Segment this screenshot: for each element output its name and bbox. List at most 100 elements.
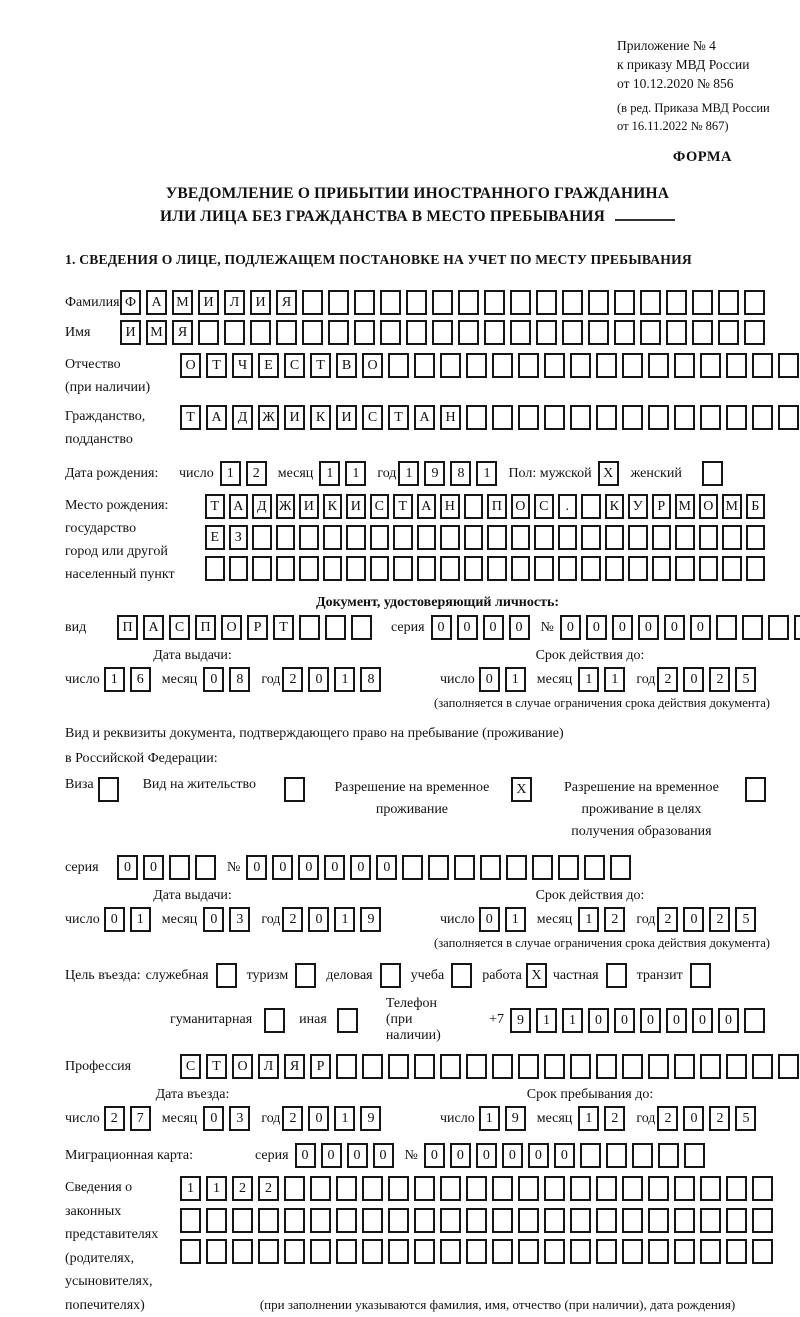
- purpose-business-checkbox[interactable]: [379, 963, 401, 988]
- char-cell[interactable]: [544, 353, 565, 378]
- char-cell[interactable]: [428, 855, 450, 880]
- char-cell[interactable]: С: [362, 405, 383, 430]
- char-cell[interactable]: [657, 1143, 679, 1168]
- char-cell[interactable]: [206, 1239, 227, 1264]
- char-cell[interactable]: [752, 405, 773, 430]
- char-cell[interactable]: [393, 525, 413, 550]
- char-cell[interactable]: [726, 1207, 747, 1233]
- char-cell[interactable]: 1: [478, 1106, 500, 1131]
- char-cell[interactable]: [414, 353, 435, 378]
- temp-permit-edu-checkbox[interactable]: [744, 777, 766, 802]
- char-cell[interactable]: 0: [103, 907, 125, 932]
- char-cell[interactable]: [648, 1239, 669, 1264]
- char-cell[interactable]: [362, 1176, 383, 1201]
- char-cell[interactable]: 2: [709, 667, 731, 692]
- char-cell[interactable]: М: [675, 494, 695, 519]
- char-cell[interactable]: [416, 556, 436, 581]
- char-cell[interactable]: [346, 525, 366, 550]
- char-cell[interactable]: 0: [559, 615, 581, 640]
- char-cell[interactable]: [596, 1239, 617, 1264]
- char-cell[interactable]: Ф: [120, 290, 141, 315]
- char-cell[interactable]: [518, 405, 539, 430]
- char-cell[interactable]: [276, 320, 297, 345]
- char-cell[interactable]: [744, 290, 765, 315]
- char-cell[interactable]: 8: [229, 667, 251, 692]
- char-cell[interactable]: [299, 615, 320, 640]
- char-cell[interactable]: [674, 1207, 695, 1233]
- char-cell[interactable]: Т: [205, 494, 225, 519]
- char-cell[interactable]: У: [628, 494, 648, 519]
- char-cell[interactable]: [581, 494, 601, 519]
- char-cell[interactable]: [778, 353, 799, 378]
- char-cell[interactable]: Р: [310, 1054, 331, 1079]
- char-cell[interactable]: [458, 320, 479, 345]
- char-cell[interactable]: [458, 290, 479, 315]
- char-cell[interactable]: 0: [692, 1007, 713, 1033]
- char-cell[interactable]: [195, 855, 216, 880]
- char-cell[interactable]: 2: [657, 667, 679, 692]
- char-cell[interactable]: [596, 353, 617, 378]
- char-cell[interactable]: [440, 353, 461, 378]
- char-cell[interactable]: 0: [430, 615, 452, 640]
- char-cell[interactable]: О: [232, 1054, 253, 1079]
- char-cell[interactable]: [752, 1239, 773, 1264]
- char-cell[interactable]: 0: [482, 615, 504, 640]
- char-cell[interactable]: 0: [203, 667, 225, 692]
- char-cell[interactable]: 1: [604, 667, 626, 692]
- char-cell[interactable]: [388, 353, 409, 378]
- char-cell[interactable]: 0: [117, 855, 138, 880]
- char-cell[interactable]: [416, 525, 436, 550]
- char-cell[interactable]: [605, 1143, 627, 1168]
- char-cell[interactable]: 0: [683, 907, 705, 932]
- char-cell[interactable]: 6: [129, 667, 151, 692]
- char-cell[interactable]: [232, 1239, 253, 1264]
- char-cell[interactable]: [726, 1054, 747, 1079]
- char-cell[interactable]: [466, 1207, 487, 1233]
- char-cell[interactable]: 0: [346, 1143, 368, 1168]
- char-cell[interactable]: [466, 405, 487, 430]
- char-cell[interactable]: [622, 1176, 643, 1201]
- char-cell[interactable]: [510, 320, 531, 345]
- char-cell[interactable]: [581, 525, 601, 550]
- char-cell[interactable]: [310, 1176, 331, 1201]
- char-cell[interactable]: 1: [504, 907, 526, 932]
- char-cell[interactable]: [492, 1207, 513, 1233]
- char-cell[interactable]: [432, 290, 453, 315]
- char-cell[interactable]: [674, 405, 695, 430]
- char-cell[interactable]: 1: [476, 461, 498, 486]
- char-cell[interactable]: [328, 320, 349, 345]
- char-cell[interactable]: 0: [376, 855, 398, 880]
- char-cell[interactable]: 1: [562, 1007, 583, 1033]
- char-cell[interactable]: [492, 1054, 513, 1079]
- char-cell[interactable]: 0: [203, 907, 225, 932]
- char-cell[interactable]: [346, 556, 366, 581]
- char-cell[interactable]: [700, 1176, 721, 1201]
- char-cell[interactable]: Я: [172, 320, 193, 345]
- char-cell[interactable]: [393, 556, 413, 581]
- char-cell[interactable]: [596, 1176, 617, 1201]
- char-cell[interactable]: 1: [334, 1106, 356, 1131]
- char-cell[interactable]: [440, 525, 460, 550]
- char-cell[interactable]: 2: [657, 907, 679, 932]
- char-cell[interactable]: [406, 290, 427, 315]
- char-cell[interactable]: [487, 556, 507, 581]
- char-cell[interactable]: 0: [689, 615, 711, 640]
- char-cell[interactable]: Р: [651, 494, 671, 519]
- char-cell[interactable]: [584, 855, 606, 880]
- char-cell[interactable]: 0: [614, 1007, 635, 1033]
- char-cell[interactable]: [767, 615, 789, 640]
- char-cell[interactable]: [726, 405, 747, 430]
- char-cell[interactable]: .: [557, 494, 577, 519]
- char-cell[interactable]: П: [487, 494, 507, 519]
- char-cell[interactable]: [745, 556, 765, 581]
- char-cell[interactable]: Т: [310, 353, 331, 378]
- char-cell[interactable]: [726, 1239, 747, 1264]
- char-cell[interactable]: [275, 525, 295, 550]
- char-cell[interactable]: [544, 405, 565, 430]
- char-cell[interactable]: [510, 556, 530, 581]
- char-cell[interactable]: 0: [478, 907, 500, 932]
- char-cell[interactable]: [284, 1176, 305, 1201]
- char-cell[interactable]: [596, 1054, 617, 1079]
- char-cell[interactable]: 1: [398, 461, 420, 486]
- char-cell[interactable]: 2: [245, 461, 267, 486]
